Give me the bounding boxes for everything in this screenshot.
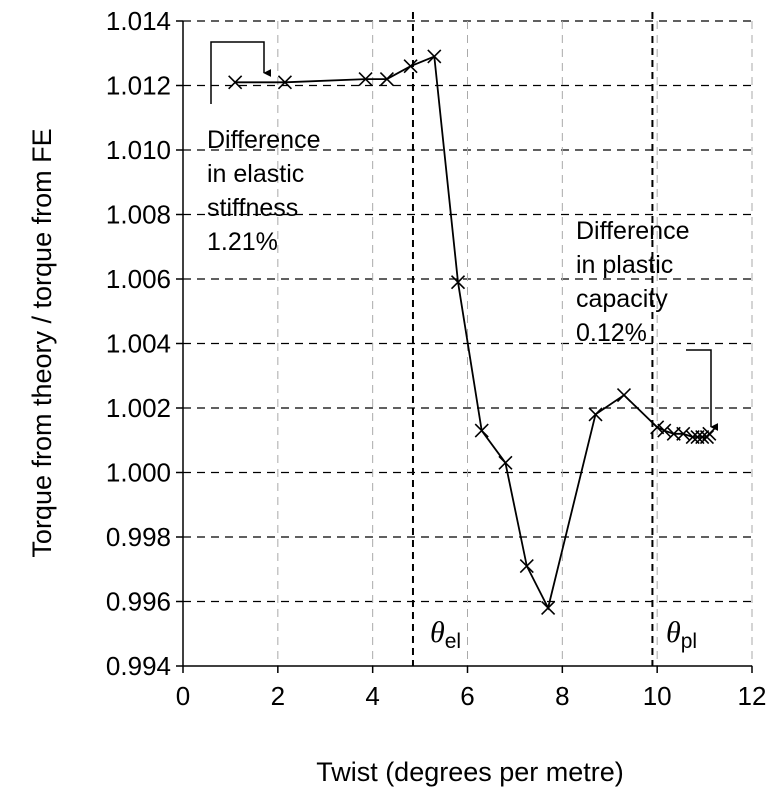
theta-el-symbol: θ: [430, 616, 445, 649]
series-line: [235, 55, 711, 611]
y-tick-label: 1.006: [106, 264, 171, 294]
data-point: [474, 423, 489, 438]
annotation-elastic-line-2: in elastic: [207, 160, 304, 188]
data-point: [450, 275, 466, 290]
annotation-elastic: Difference in elastic stiffness 1.21%: [207, 41, 321, 256]
theta-pl-subscript: pl: [681, 630, 697, 653]
y-tick-label: 1.000: [106, 458, 171, 488]
annotation-plastic-line-4: 0.12%: [576, 319, 647, 347]
annotation-plastic: Difference in plastic capacity 0.12%: [576, 217, 719, 431]
annotation-elastic-line-1: Difference: [207, 126, 321, 154]
x-tick-label: 4: [365, 681, 379, 711]
annotation-plastic-bracket: [686, 349, 719, 431]
y-tick-label: 1.004: [106, 329, 171, 359]
y-tick-label: 1.014: [106, 6, 171, 36]
x-tick-labels: 0 2 4 6 8 10 12: [176, 681, 767, 711]
theta-pl-label: θpl: [666, 616, 697, 653]
theta-pl-symbol: θ: [666, 616, 681, 649]
data-point: [519, 558, 534, 574]
data-point: [277, 75, 293, 90]
x-axis-title: Twist (degrees per metre): [316, 757, 624, 787]
annotation-elastic-line-3: stiffness: [207, 194, 298, 222]
x-tick-label: 10: [643, 681, 672, 711]
data-point: [403, 59, 418, 74]
annotation-elastic-bracket: [210, 41, 272, 104]
x-tick-label: 0: [176, 681, 190, 711]
y-tick-label: 0.998: [106, 522, 171, 552]
data-point: [228, 75, 243, 90]
x-tick-label: 12: [738, 681, 767, 711]
data-point: [657, 423, 672, 438]
data-point: [695, 429, 710, 445]
data-point: [427, 49, 442, 64]
theta-el-label: θel: [430, 616, 461, 653]
annotation-elastic-line-4: 1.21%: [207, 228, 278, 256]
axes: [176, 20, 753, 673]
reference-lines: [411, 12, 654, 666]
data-point: [541, 600, 556, 616]
theta-el-subscript: el: [445, 630, 461, 653]
x-tick-label: 2: [271, 681, 285, 711]
y-tick-label: 1.002: [106, 393, 171, 423]
annotation-plastic-line-3: capacity: [576, 285, 668, 313]
y-tick-label: 0.994: [106, 651, 171, 681]
y-tick-label: 1.010: [106, 135, 171, 165]
annotation-plastic-line-1: Difference: [576, 217, 690, 245]
data-point: [616, 388, 632, 403]
data-point: [676, 426, 691, 441]
data-point: [498, 455, 513, 470]
data-point: [588, 407, 603, 422]
y-tick-labels: 0.994 0.996 0.998 1.000 1.002 1.004 1.006 1.008…: [106, 6, 171, 681]
y-tick-label: 0.996: [106, 587, 171, 617]
annotation-plastic-line-2: in plastic: [576, 251, 673, 279]
y-axis-title: Torque from theory / torque from FE: [27, 128, 57, 557]
x-tick-label: 8: [555, 681, 569, 711]
data-point: [650, 420, 665, 435]
x-tick-label: 6: [460, 681, 474, 711]
grid: [183, 20, 753, 666]
data-series: [228, 49, 717, 616]
y-tick-label: 1.012: [106, 71, 171, 101]
y-tick-label: 1.008: [106, 200, 171, 230]
data-point: [358, 71, 373, 87]
data-point: [379, 71, 394, 87]
